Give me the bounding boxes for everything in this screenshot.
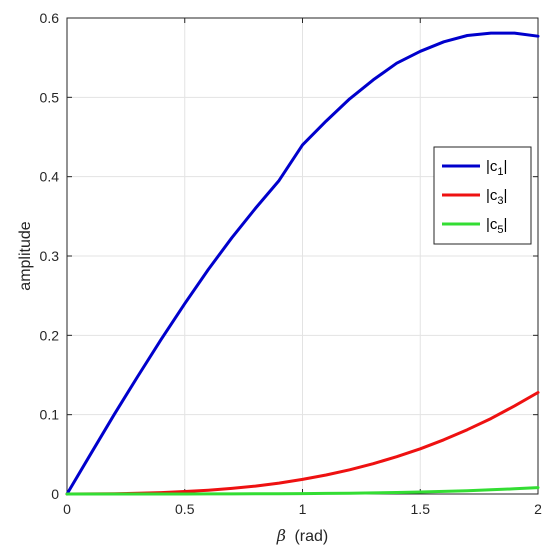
x-axis-label-symbol: β: [276, 526, 286, 545]
x-axis-ticks: 0 0.5 1 1.5 2: [63, 18, 542, 517]
y-axis-ticks: 0 0.1 0.2 0.3 0.4 0.5 0.6: [40, 10, 538, 502]
series-lines: [65, 31, 540, 496]
y-tick-label: 0.4: [40, 169, 60, 185]
y-tick-label: 0.1: [40, 407, 60, 423]
legend-label: |c5|: [486, 216, 507, 236]
x-axis-label-unit: (rad): [294, 528, 328, 545]
x-tick-label: 1: [299, 501, 307, 517]
y-axis-label: amplitude: [17, 221, 34, 290]
legend-items: |c1| |c3| |c5|: [442, 158, 507, 236]
x-axis-label: β (rad): [276, 526, 328, 545]
legend-label: |c1|: [486, 158, 507, 178]
legend: |c1| |c3| |c5|: [433, 146, 532, 245]
y-tick-label: 0.6: [40, 10, 60, 26]
y-tick-label: 0.2: [40, 327, 60, 343]
x-tick-label: 0: [63, 501, 71, 517]
y-tick-label: 0.5: [40, 89, 60, 105]
x-tick-label: 2: [534, 501, 542, 517]
series-line-5: [65, 486, 540, 496]
series-line-1: [65, 31, 540, 496]
x-tick-label: 1.5: [411, 501, 431, 517]
y-tick-label: 0: [51, 486, 59, 502]
grid: [66, 17, 539, 495]
x-tick-label: 0.5: [175, 501, 195, 517]
legend-label: |c3|: [486, 187, 507, 207]
y-tick-label: 0.3: [40, 248, 60, 264]
